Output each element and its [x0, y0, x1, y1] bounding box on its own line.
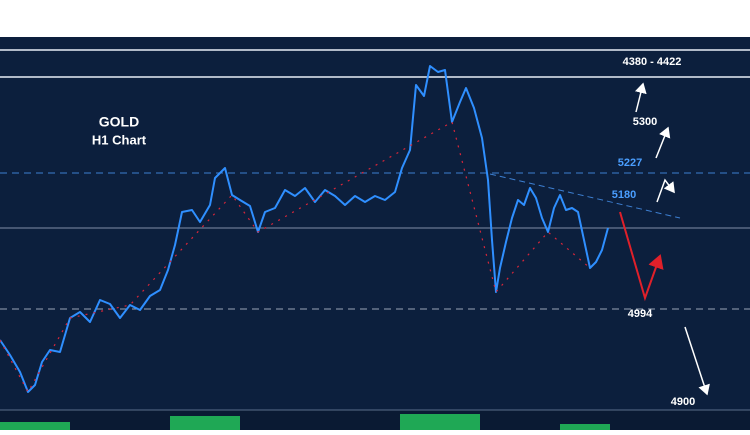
level-label: 5300	[633, 116, 657, 128]
level-label: 5227	[618, 157, 642, 169]
arrow	[619, 211, 664, 302]
chart-symbol: GOLD	[99, 114, 139, 130]
arrow	[684, 326, 710, 396]
level-label: 4994	[628, 308, 653, 320]
indicator-histogram	[0, 414, 610, 430]
chart-timeframe: H1 Chart	[92, 132, 147, 147]
indicator-panel	[0, 410, 750, 430]
level-label: 5180	[612, 189, 636, 201]
arrow	[634, 82, 647, 113]
arrow	[656, 178, 675, 203]
level-label: 4380 - 4422	[623, 56, 682, 68]
trend-line	[489, 173, 681, 219]
price-path	[0, 65, 609, 393]
chart-background	[0, 37, 750, 430]
level-label: 4900	[671, 396, 695, 408]
arrow	[655, 126, 671, 159]
